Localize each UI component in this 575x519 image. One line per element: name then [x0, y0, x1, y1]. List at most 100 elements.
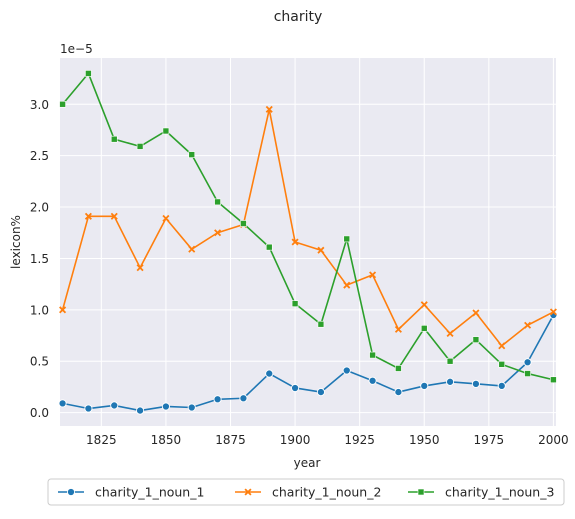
y-tick-label: 2.0 — [30, 201, 49, 215]
data-point — [291, 238, 299, 246]
data-point — [446, 329, 454, 338]
data-point — [472, 336, 480, 343]
data-point — [498, 342, 506, 350]
data-point — [497, 381, 506, 390]
data-point — [369, 351, 376, 359]
series-layer — [58, 70, 558, 415]
data-point — [317, 246, 325, 254]
data-point — [110, 401, 119, 410]
x-tick-label: 1850 — [151, 433, 182, 447]
data-point — [420, 301, 428, 309]
x-tick-label: 2000 — [538, 433, 569, 447]
data-point — [394, 388, 403, 397]
data-point — [214, 198, 221, 206]
data-point — [343, 235, 351, 243]
chart-title: charity — [274, 9, 323, 25]
data-point — [446, 377, 455, 386]
series-line — [61, 72, 554, 381]
data-point — [291, 300, 299, 307]
data-point — [394, 325, 402, 333]
data-point — [240, 220, 247, 227]
data-point — [188, 245, 196, 253]
y-tick-label: 0.5 — [30, 355, 49, 369]
data-point — [187, 403, 196, 412]
data-point — [524, 370, 531, 377]
y-tick-label: 1.0 — [30, 303, 49, 317]
data-point — [265, 105, 273, 113]
legend-label: charity_1_noun_2 — [272, 485, 381, 500]
data-point — [420, 325, 428, 332]
data-point — [369, 271, 377, 279]
data-point — [291, 383, 300, 393]
data-point — [524, 321, 532, 329]
data-point — [136, 264, 144, 272]
data-point — [471, 379, 480, 388]
data-point — [84, 212, 92, 220]
data-point — [523, 358, 532, 367]
data-point — [214, 229, 222, 237]
tick-labels: 1825 1850 1875 1900 1925 1950 1975 2000 0.0 0.5 1.… — [30, 98, 569, 447]
legend-item: charity_1_noun_2 — [235, 485, 381, 500]
data-point — [161, 402, 170, 411]
data-point — [395, 365, 402, 372]
data-point — [316, 388, 325, 397]
y-scale-label: 1e−5 — [60, 42, 93, 56]
x-tick-label: 1825 — [86, 433, 117, 447]
series-line — [61, 108, 554, 347]
data-point — [213, 395, 222, 404]
x-tick-label: 1950 — [409, 433, 440, 447]
data-point — [110, 135, 118, 143]
series-2 — [59, 105, 557, 350]
series-line — [62, 314, 555, 412]
data-point — [188, 151, 196, 158]
data-point — [136, 406, 145, 415]
data-point — [265, 243, 273, 251]
legend-frame — [47, 478, 565, 506]
data-point — [136, 143, 144, 150]
data-point — [58, 399, 67, 408]
gridlines — [60, 58, 556, 426]
x-tick-label: 1925 — [344, 433, 375, 447]
legend-swatch-marker — [244, 488, 252, 496]
data-point — [162, 127, 170, 135]
data-point — [472, 309, 480, 317]
data-point — [343, 281, 351, 289]
legend-swatch-marker — [66, 487, 76, 497]
legend-item: charity_1_noun_1 — [58, 485, 204, 500]
data-point — [85, 70, 92, 77]
data-point — [420, 381, 429, 390]
data-point — [368, 376, 377, 385]
data-point — [498, 361, 506, 368]
legend-label: charity_1_noun_1 — [95, 485, 204, 500]
series-1 — [58, 310, 558, 415]
x-axis-label: year — [294, 456, 321, 470]
data-point — [162, 214, 170, 222]
legend-swatch-marker — [417, 488, 425, 496]
data-point — [549, 308, 557, 316]
data-point — [59, 100, 66, 108]
series-3 — [59, 70, 557, 384]
y-tick-label: 3.0 — [30, 98, 49, 112]
x-tick-label: 1975 — [474, 433, 505, 447]
plot-area — [60, 58, 556, 426]
legend-item: charity_1_noun_3 — [408, 485, 554, 500]
y-tick-label: 2.5 — [30, 149, 49, 163]
legend: charity_1_noun_1 charity_1_noun_2 charity_… — [47, 478, 565, 506]
legend-label: charity_1_noun_3 — [445, 485, 554, 500]
data-point — [59, 306, 67, 314]
data-point — [265, 369, 274, 378]
y-tick-label: 0.0 — [30, 406, 49, 420]
data-point — [110, 212, 118, 220]
data-point — [84, 404, 93, 413]
data-point — [342, 366, 351, 375]
x-tick-label: 1875 — [215, 433, 246, 447]
data-point — [446, 357, 454, 365]
data-point — [239, 394, 248, 403]
y-tick-label: 1.5 — [30, 252, 49, 266]
y-axis-label: lexicon% — [9, 215, 23, 269]
x-tick-label: 1900 — [280, 433, 311, 447]
legend-items: charity_1_noun_1 charity_1_noun_2 charity_… — [58, 485, 554, 500]
data-point — [550, 376, 557, 384]
data-point — [317, 320, 325, 328]
